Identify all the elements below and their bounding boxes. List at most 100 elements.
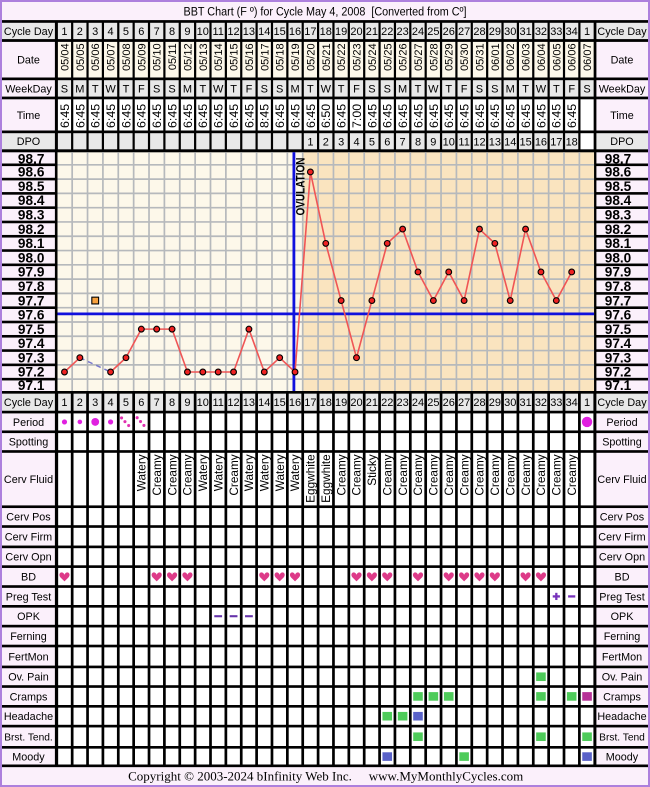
svg-text:8: 8 [169,397,175,409]
svg-text:98.6: 98.6 [18,165,45,180]
svg-text:F: F [568,83,575,95]
svg-text:Preg Test: Preg Test [599,591,644,603]
svg-text:19: 19 [335,397,347,409]
svg-text:T: T [445,83,452,95]
svg-text:17: 17 [304,26,316,38]
svg-text:6:45: 6:45 [58,104,72,128]
svg-text:6:45: 6:45 [135,104,149,128]
svg-text:OVULATION: OVULATION [296,158,308,216]
svg-text:DPO: DPO [17,136,40,148]
svg-text:Headache: Headache [597,711,646,723]
svg-text:13: 13 [243,397,255,409]
svg-text:18: 18 [320,397,332,409]
svg-text:6:45: 6:45 [119,104,133,128]
svg-text:97.9: 97.9 [18,265,45,280]
svg-text:30: 30 [504,397,516,409]
svg-text:98.1: 98.1 [18,236,45,251]
svg-text:Cerv Pos: Cerv Pos [6,512,51,524]
svg-text:31: 31 [519,397,531,409]
svg-text:Watery: Watery [135,454,149,491]
svg-text:29: 29 [489,26,501,38]
svg-text:05/16: 05/16 [244,43,256,71]
svg-text:6:45: 6:45 [150,104,164,128]
svg-text:05/08: 05/08 [121,43,133,71]
svg-text:98.0: 98.0 [605,250,632,265]
svg-text:www.MyMonthlyCycles.com: www.MyMonthlyCycles.com [369,768,523,783]
svg-text:3: 3 [92,26,98,38]
svg-text:Creamy: Creamy [150,454,164,495]
svg-text:Creamy: Creamy [534,454,548,495]
svg-text:6:45: 6:45 [196,104,210,128]
svg-text:32: 32 [535,397,547,409]
svg-text:Creamy: Creamy [334,454,348,495]
svg-text:05/05: 05/05 [75,43,87,71]
svg-text:06/07: 06/07 [582,43,594,71]
svg-text:98.4: 98.4 [18,193,45,208]
svg-text:97.4: 97.4 [605,336,632,351]
svg-text:S: S [583,83,590,95]
svg-text:Time: Time [610,110,634,122]
svg-text:05/06: 05/06 [90,43,102,71]
svg-text:20: 20 [350,26,362,38]
svg-text:05/27: 05/27 [413,43,425,71]
svg-text:W: W [321,83,332,95]
svg-text:27: 27 [458,26,470,38]
svg-text:5: 5 [369,136,375,148]
svg-text:14: 14 [504,136,516,148]
svg-text:98.3: 98.3 [605,208,632,223]
svg-text:6:45: 6:45 [288,104,302,128]
svg-text:98.5: 98.5 [605,179,632,194]
svg-text:17: 17 [304,397,316,409]
svg-text:OPK: OPK [17,611,41,623]
svg-text:Watery: Watery [288,454,302,491]
svg-text:Ferning: Ferning [604,631,641,643]
svg-text:Copyright © 2003-2024 bInfinit: Copyright © 2003-2024 bInfinity Web Inc. [128,768,352,783]
svg-text:98.7: 98.7 [18,151,45,166]
svg-text:Cramps: Cramps [10,691,48,703]
svg-text:31: 31 [519,26,531,38]
svg-text:05/11: 05/11 [167,43,179,70]
svg-text:4: 4 [108,397,114,409]
svg-text:27: 27 [458,397,470,409]
svg-text:98.4: 98.4 [605,193,632,208]
svg-text:Preg Test: Preg Test [6,591,51,603]
svg-text:98.5: 98.5 [18,179,45,194]
svg-text:T: T [522,83,529,95]
svg-text:T: T [307,83,314,95]
svg-text:Watery: Watery [273,454,287,491]
svg-text:06/03: 06/03 [521,43,533,71]
svg-text:6:45: 6:45 [73,104,87,128]
svg-text:Headache: Headache [4,711,53,723]
svg-text:Cerv Opn: Cerv Opn [5,552,51,564]
svg-text:05/09: 05/09 [136,43,148,71]
svg-text:Ferning: Ferning [10,631,47,643]
svg-text:98.3: 98.3 [18,208,45,223]
svg-text:12: 12 [227,26,239,38]
svg-text:6:45: 6:45 [411,104,425,128]
svg-text:T: T [415,83,422,95]
svg-text:97.8: 97.8 [18,279,45,294]
svg-text:6:45: 6:45 [304,104,318,128]
svg-text:97.7: 97.7 [605,293,632,308]
svg-text:06/04: 06/04 [536,43,548,71]
svg-text:11: 11 [458,136,469,148]
svg-text:13: 13 [243,26,255,38]
svg-text:33: 33 [550,397,562,409]
svg-text:05/15: 05/15 [229,43,241,71]
svg-text:6: 6 [138,397,144,409]
svg-text:Period: Period [606,417,637,429]
svg-text:25: 25 [427,26,439,38]
svg-text:05/04: 05/04 [59,43,71,71]
svg-text:Watery: Watery [211,454,225,491]
svg-text:6:45: 6:45 [458,104,472,128]
svg-text:3: 3 [92,397,98,409]
svg-text:33: 33 [550,26,562,38]
svg-text:23: 23 [396,397,408,409]
svg-text:98.1: 98.1 [605,236,632,251]
svg-text:Period: Period [13,417,44,429]
svg-text:7: 7 [154,26,160,38]
svg-text:05/17: 05/17 [259,43,271,71]
svg-text:22: 22 [381,26,393,38]
svg-text:S: S [261,83,268,95]
svg-text:05/07: 05/07 [106,43,118,71]
